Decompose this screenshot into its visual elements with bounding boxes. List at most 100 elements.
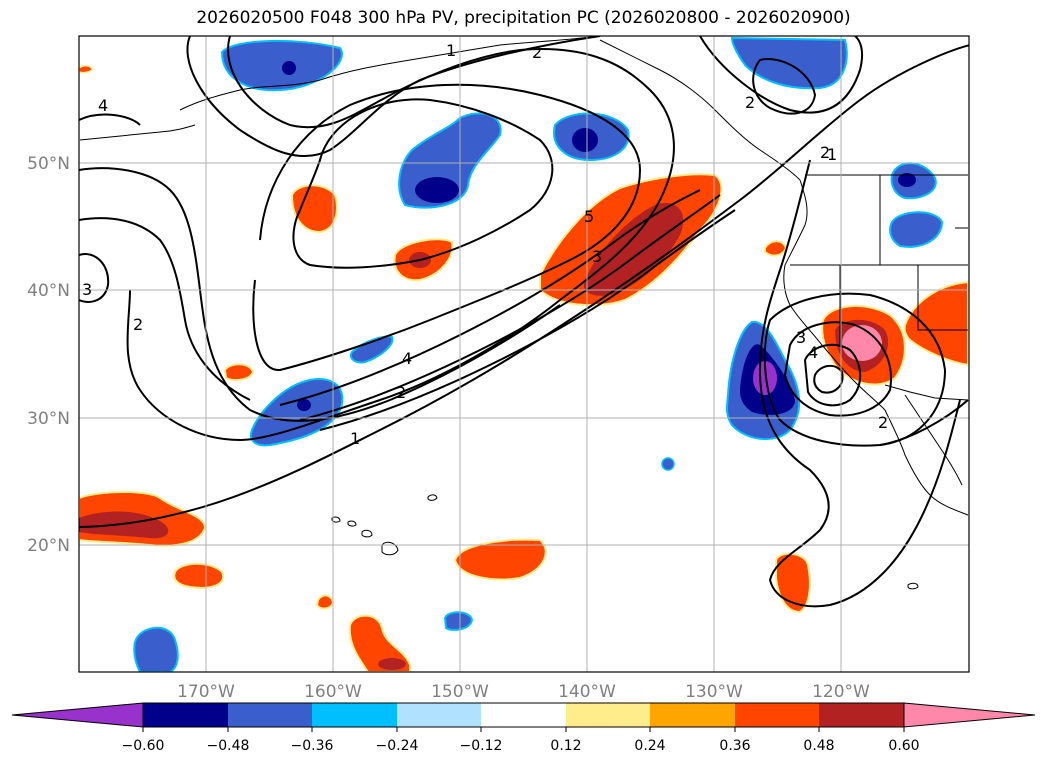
contour-label: 2 — [532, 43, 542, 62]
contour-label: 1 — [350, 429, 360, 448]
pv-contour-cutoff-3 — [783, 321, 892, 417]
pv-contour-cutoff-inner — [813, 364, 844, 394]
lon-label-120: 120°W — [812, 682, 870, 702]
pv-contour-4-left — [79, 113, 141, 126]
colorbar-seg-pos036 — [735, 703, 819, 727]
alaska-panhandle — [599, 39, 801, 181]
lon-labels: 170°W 160°W 150°W 140°W 130°W 120°W — [177, 682, 870, 702]
colorbar-seg-neutral — [481, 703, 566, 727]
colorbar-label: −0.24 — [376, 738, 419, 754]
gulf-california — [904, 394, 963, 486]
colorbar-label: 0.48 — [803, 738, 834, 754]
bc-coast — [784, 179, 808, 266]
map-area: 1 2 4 2 3 2 4 2 1 5 3 2 1 3 4 2 — [79, 36, 969, 672]
colorbar-seg-pos012 — [566, 703, 650, 727]
colorbar-ticks — [142, 727, 905, 732]
colorbar-seg-pos024 — [650, 703, 735, 727]
map-title: 2026020500 F048 300 hPa PV, precipitatio… — [196, 8, 851, 28]
hawaii-maui — [361, 529, 373, 538]
lon-label-160: 160°W — [304, 682, 362, 702]
alaska-coast — [179, 36, 601, 111]
contour-label: 1 — [827, 145, 837, 164]
colorbar-seg-pos048 — [819, 703, 904, 727]
colorbar-label: −0.48 — [207, 738, 250, 754]
contour-label: 2 — [396, 383, 406, 402]
mexico-border — [884, 384, 969, 401]
pos-blob-south-mid — [173, 562, 225, 589]
pos-blob-inland-east — [903, 280, 969, 367]
neg-blob-south-small — [443, 611, 474, 631]
colorbar-extend-low — [11, 702, 144, 728]
hawaii-oahu — [347, 520, 357, 527]
neg-blob-gulf-alaska — [220, 39, 343, 92]
pv-contour-1-outer — [79, 44, 969, 528]
colorbar-label: 0.12 — [550, 738, 581, 754]
colorbar-seg-neg024 — [397, 703, 481, 727]
hawaii-big-island — [381, 541, 399, 556]
lat-label-40: 40°N — [27, 281, 70, 301]
colorbar-segments — [11, 702, 1036, 728]
pv-contour-coast-1 — [758, 159, 961, 608]
colorbar-label: 0.24 — [634, 738, 665, 754]
pv-contour-2-inner — [126, 36, 675, 442]
state-border-4 — [917, 265, 968, 331]
lon-label-140: 140°W — [558, 682, 616, 702]
colorbar-frame — [142, 702, 905, 728]
pv-contours — [79, 36, 969, 608]
pv-contour-cutoff-2 — [763, 292, 947, 447]
colorbar-label: −0.12 — [460, 738, 503, 754]
colorbar-label: −0.60 — [122, 738, 165, 754]
guadalupe-island — [907, 582, 919, 590]
contour-label: 1 — [446, 41, 456, 60]
pos-blob-corner — [79, 65, 93, 74]
colorbar-label: 0.36 — [719, 738, 750, 754]
pv-contour-west-3 — [79, 253, 110, 303]
baja-coast — [884, 409, 969, 516]
contour-label: 4 — [808, 343, 818, 362]
lat-labels: 50°N 40°N 30°N 20°N — [27, 154, 70, 556]
pv-contour-cutoff-4 — [803, 343, 862, 407]
nw-hawaii-small — [427, 494, 438, 501]
pv-contour-central-closed — [292, 98, 554, 269]
colorbar-seg-neg036 — [312, 703, 397, 727]
colorbar-label: 0.60 — [888, 738, 919, 754]
map-frame — [78, 35, 970, 673]
contour-label: 2 — [133, 315, 143, 334]
lat-label-50: 50°N — [27, 154, 70, 174]
pv-contour-central-outer — [252, 83, 642, 372]
contour-label: 4 — [402, 349, 412, 368]
lon-label-170: 170°W — [177, 682, 235, 702]
contour-label: 5 — [584, 207, 594, 226]
alaska-peninsula — [79, 124, 196, 141]
contour-label: 2 — [745, 93, 755, 112]
pv-contour-2-northern — [186, 36, 601, 158]
pv-contour-ar-4 — [279, 189, 701, 406]
colorbar-labels: −0.60 −0.48 −0.36 −0.24 −0.12 0.12 0.24 … — [122, 738, 920, 754]
pos-blob-west-mid — [290, 184, 338, 234]
lat-label-30: 30°N — [27, 409, 70, 429]
neg-blob-inland-2 — [889, 211, 944, 248]
contour-label: 3 — [82, 280, 92, 299]
pv-contour-ar-5 — [319, 209, 736, 431]
colorbar-seg-neg060 — [143, 703, 228, 727]
colorbar-extend-high — [903, 702, 1036, 728]
pv-contour-canada-1 — [699, 36, 864, 114]
contour-label: 4 — [98, 96, 108, 115]
contour-labels: 1 2 4 2 3 2 4 2 1 5 3 2 1 3 4 2 — [82, 41, 888, 448]
coastlines — [79, 36, 969, 516]
lon-label-150: 150°W — [431, 682, 489, 702]
neg-blob-southwest — [250, 378, 344, 447]
pos-blob-south-lower — [348, 614, 411, 672]
neg-blob-south-left — [133, 626, 179, 672]
lon-label-130: 130°W — [685, 682, 743, 702]
us-west-coast — [783, 264, 886, 411]
contour-label: 2 — [820, 143, 830, 162]
contour-label: 3 — [796, 328, 806, 347]
colorbar-seg-neg048 — [228, 703, 312, 727]
pv-contour-ar-3 — [299, 194, 721, 421]
contour-label: 2 — [878, 413, 888, 432]
negative-precip-shading — [133, 36, 944, 672]
neg-blob-mid-small — [349, 335, 394, 364]
